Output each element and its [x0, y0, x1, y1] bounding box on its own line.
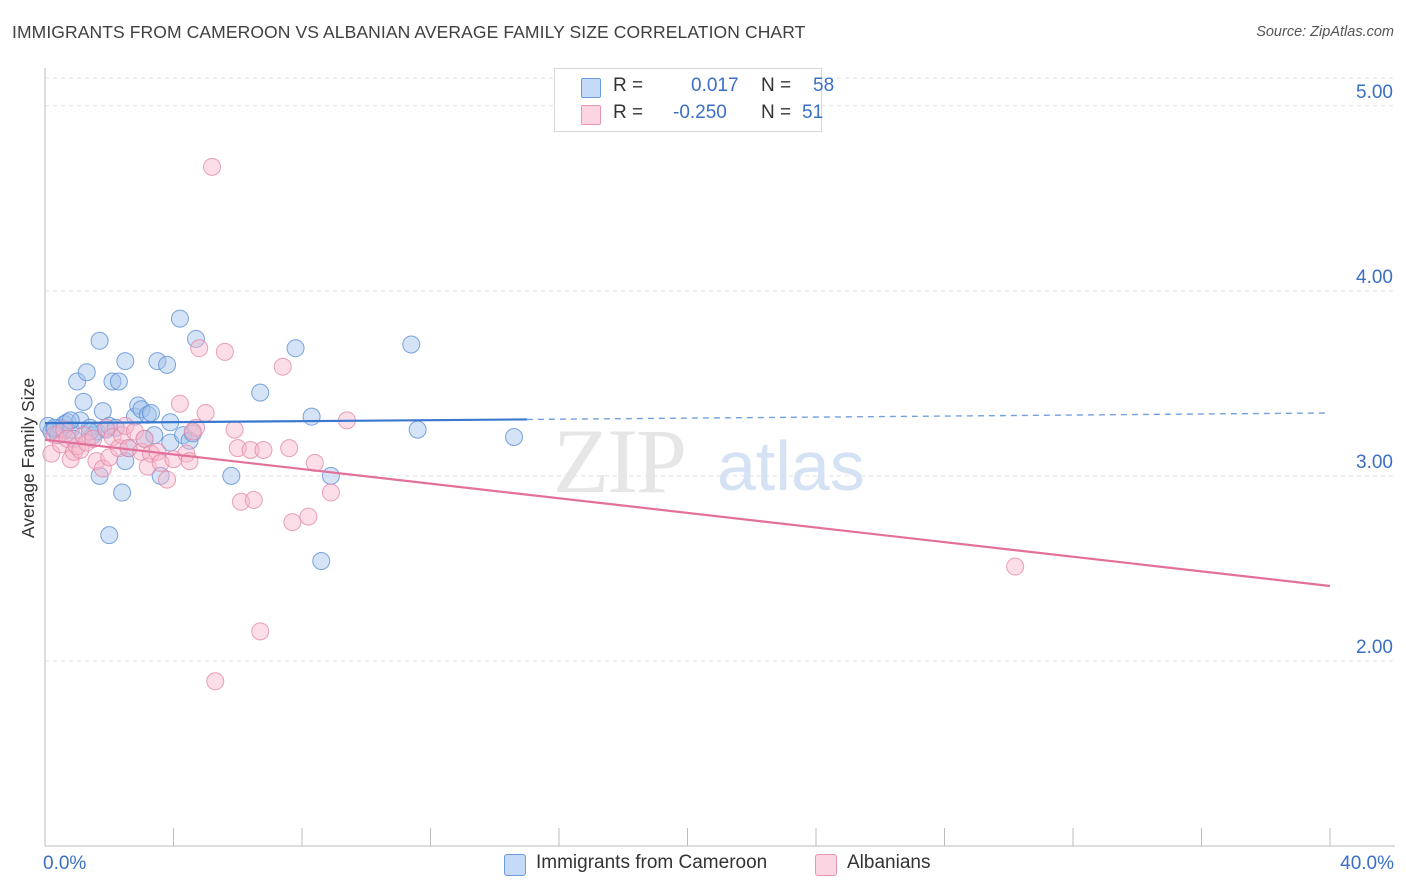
cameroon-point: [61, 411, 80, 430]
legend-r-value: -0.250: [673, 102, 727, 123]
albanians-point: [215, 342, 234, 361]
x-tick-label-max: 40.0%: [1340, 853, 1394, 874]
cameroon-point: [286, 339, 305, 358]
y-tick-label: 3.00: [1356, 452, 1393, 473]
albanians-point: [299, 507, 318, 526]
bottom-legend-label-albanians: Albanians: [847, 852, 931, 873]
grid-lines: [45, 77, 1395, 662]
cameroon-point: [113, 483, 132, 502]
cameroon-point: [158, 355, 177, 374]
albanians-point: [42, 444, 61, 463]
watermark-zip: ZIP: [553, 410, 685, 512]
legend-r-label: R =: [613, 102, 644, 123]
cameroon-point: [90, 331, 109, 350]
albanians-point: [283, 513, 302, 532]
albanians-point: [158, 470, 177, 489]
albanians-point: [93, 459, 112, 478]
cameroon-point: [74, 392, 93, 411]
watermark: ZIP atlas: [553, 410, 865, 512]
cameroon-point: [408, 420, 427, 439]
cameroon-point: [251, 383, 270, 402]
cameroon-point: [148, 352, 167, 371]
albanians-point: [170, 394, 189, 413]
albanians-point: [1006, 557, 1025, 576]
cameroon-point: [505, 428, 524, 447]
cameroon-trend-extension: [526, 412, 1331, 421]
bottom-legend-swatch-blue: [504, 854, 526, 876]
cameroon-point: [109, 372, 128, 391]
albanians-point: [280, 439, 299, 458]
cameroon-point: [77, 363, 96, 382]
albanians-trend-line: [44, 438, 1331, 588]
stats-legend: R = 0.017 N = 58 R = -0.250 N = 51: [554, 68, 834, 132]
albanians-point: [273, 357, 292, 376]
legend-n-value: 51: [802, 102, 824, 123]
albanians-point: [84, 429, 103, 448]
legend-r-value: 0.017: [691, 75, 739, 96]
cameroon-point: [402, 335, 421, 354]
y-tick-label: 2.00: [1356, 637, 1393, 658]
x-tick-label-min: 0.0%: [43, 853, 86, 874]
cameroon-trend-line: [44, 418, 527, 425]
legend-r-label: R =: [613, 75, 644, 96]
cameroon-point: [302, 407, 321, 426]
albanians-point: [183, 422, 202, 441]
series-albanians-points: [42, 157, 1025, 691]
cameroon-point: [321, 466, 340, 485]
chart-title: IMMIGRANTS FROM CAMEROON VS ALBANIAN AVE…: [12, 22, 806, 42]
albanians-point: [251, 622, 270, 641]
albanians-point: [196, 403, 215, 422]
albanians-point: [241, 440, 260, 459]
legend-swatch-blue: [581, 78, 601, 98]
y-tick-label: 5.00: [1356, 82, 1393, 103]
watermark-atlas: atlas: [717, 427, 865, 505]
legend-n-label: N =: [761, 102, 792, 123]
cameroon-point: [103, 372, 122, 391]
legend-n-value: 58: [813, 75, 835, 96]
albanians-point: [321, 483, 340, 502]
bottom-legend-label-cameroon: Immigrants from Cameroon: [536, 852, 768, 873]
cameroon-point: [142, 403, 161, 422]
cameroon-point: [312, 552, 331, 571]
albanians-point: [100, 448, 119, 467]
axes: [44, 68, 1395, 847]
y-tick-label: 4.00: [1356, 267, 1393, 288]
y-axis-label: Average Family Size: [18, 378, 38, 538]
cameroon-point: [222, 466, 241, 485]
trend-lines: [44, 412, 1331, 588]
cameroon-point: [116, 352, 135, 371]
albanians-point: [203, 157, 222, 176]
albanians-point: [135, 429, 154, 448]
albanians-point: [225, 420, 244, 439]
albanians-point: [190, 339, 209, 358]
albanians-point: [71, 440, 90, 459]
cameroon-point: [170, 309, 189, 328]
cameroon-point: [100, 526, 119, 545]
tick-labels: 2.00 3.00 4.00 5.00 0.0% 40.0%: [43, 82, 1394, 874]
cameroon-point: [68, 372, 87, 391]
bottom-legend-swatch-pink: [815, 854, 837, 876]
source-label: Source: ZipAtlas.com: [1256, 24, 1394, 40]
albanians-point: [244, 490, 263, 509]
legend-n-label: N =: [761, 75, 792, 96]
series-cameroon-points: [39, 309, 524, 571]
albanians-point: [206, 672, 225, 691]
legend-swatch-pink: [581, 105, 601, 125]
albanians-point: [254, 440, 273, 459]
